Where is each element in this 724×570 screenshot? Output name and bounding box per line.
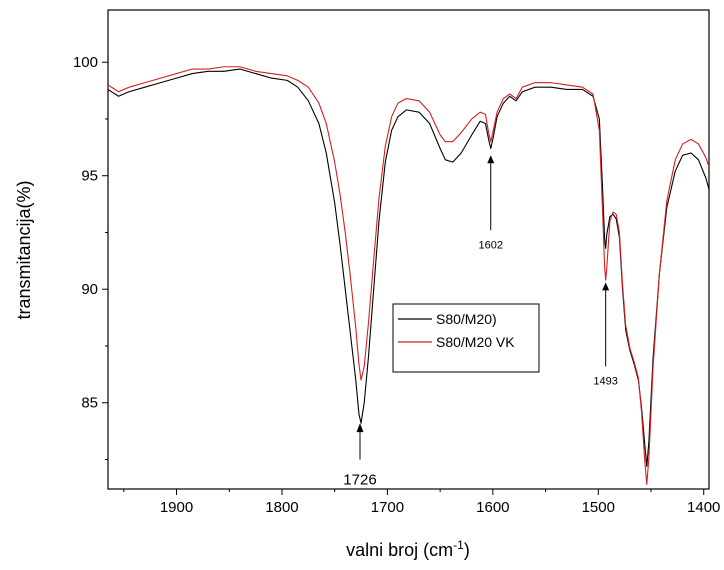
x-axis: 1900 1800 1700 1600 1500 1400: [123, 489, 720, 516]
legend-box: [392, 303, 540, 373]
legend-label-s80-m20: S80/M20): [436, 311, 497, 327]
x-tick-label-1400: 1400: [687, 499, 720, 516]
annotation-label-1602: 1602: [478, 239, 502, 251]
x-tick-label-1600: 1600: [476, 499, 509, 516]
legend: S80/M20) S80/M20 VK: [392, 303, 540, 373]
annotation-label-1726: 1726: [343, 471, 376, 488]
plot-frame: [107, 9, 710, 490]
annotation-arrowhead-1726: [356, 423, 364, 433]
y-tick-label-85: 85: [81, 395, 98, 412]
annotation-label-1493: 1493: [593, 376, 617, 388]
series-line-0: [107, 68, 710, 467]
x-axis-title: valni broj (cm-1): [346, 538, 470, 560]
series-layer: [107, 66, 710, 486]
x-axis-title-main: valni broj (cm: [346, 540, 453, 560]
y-tick-label-90: 90: [81, 281, 98, 298]
plot-area: 1726 1602 1493 1900 1800 1700 1600 1500 1400 85…: [73, 9, 720, 516]
annotation-arrowhead-1602: [487, 155, 495, 164]
y-axis: 85 90 95 100: [73, 54, 108, 460]
x-tick-label-1700: 1700: [371, 499, 404, 516]
series-line-1: [107, 66, 710, 486]
y-tick-label-100: 100: [73, 54, 98, 71]
x-tick-label-1800: 1800: [265, 499, 298, 516]
legend-label-s80-m20-vk: S80/M20 VK: [436, 334, 515, 350]
x-axis-title-end: ): [464, 540, 470, 560]
y-tick-label-95: 95: [81, 168, 98, 185]
y-axis-title: transmitancija(%): [14, 180, 34, 319]
x-axis-title-sup: -1: [453, 538, 464, 552]
annotation-layer: 1726 1602 1493: [343, 155, 618, 488]
x-tick-label-1500: 1500: [582, 499, 615, 516]
annotation-arrowhead-1493: [602, 282, 610, 291]
x-tick-label-1900: 1900: [160, 499, 193, 516]
